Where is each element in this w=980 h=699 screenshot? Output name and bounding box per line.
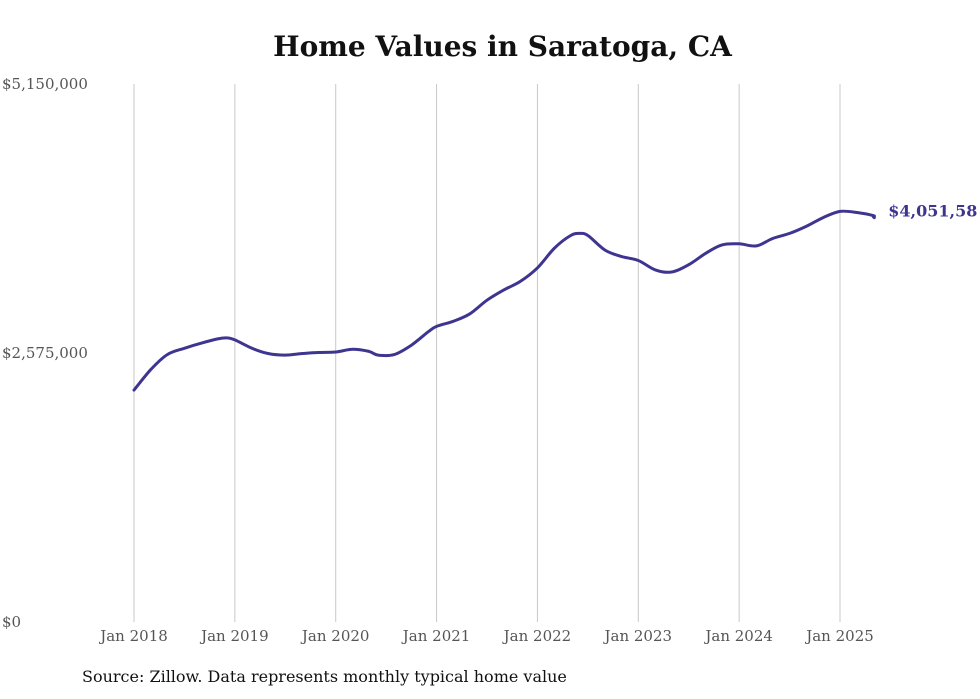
y-axis-ticks: $0 $2,575,000 $5,150,000 — [2, 75, 88, 631]
source-note: Source: Zillow. Data represents monthly … — [82, 667, 567, 686]
series-line — [132, 209, 876, 392]
x-tick-label: Jan 2023 — [603, 627, 673, 645]
end-value-label: $4,051,58 — [888, 202, 977, 221]
series-group — [132, 209, 876, 392]
y-tick-label: $5,150,000 — [2, 75, 88, 93]
y-tick-label: $2,575,000 — [2, 344, 88, 362]
x-tick-label: Jan 2018 — [98, 627, 168, 645]
y-tick-label: $0 — [2, 613, 21, 631]
grid-lines — [133, 84, 841, 622]
x-axis-ticks: Jan 2018 Jan 2019 Jan 2020 Jan 2021 Jan 2022… — [98, 627, 874, 645]
chart-title: Home Values in Saratoga, CA — [273, 30, 732, 63]
end-label-group: $4,051,58 — [888, 202, 977, 221]
x-tick-label: Jan 2021 — [401, 627, 471, 645]
x-tick-label: Jan 2025 — [804, 627, 874, 645]
x-tick-label: Jan 2020 — [300, 627, 370, 645]
x-tick-label: Jan 2024 — [703, 627, 773, 645]
x-tick-label: Jan 2022 — [502, 627, 572, 645]
x-tick-label: Jan 2019 — [199, 627, 269, 645]
